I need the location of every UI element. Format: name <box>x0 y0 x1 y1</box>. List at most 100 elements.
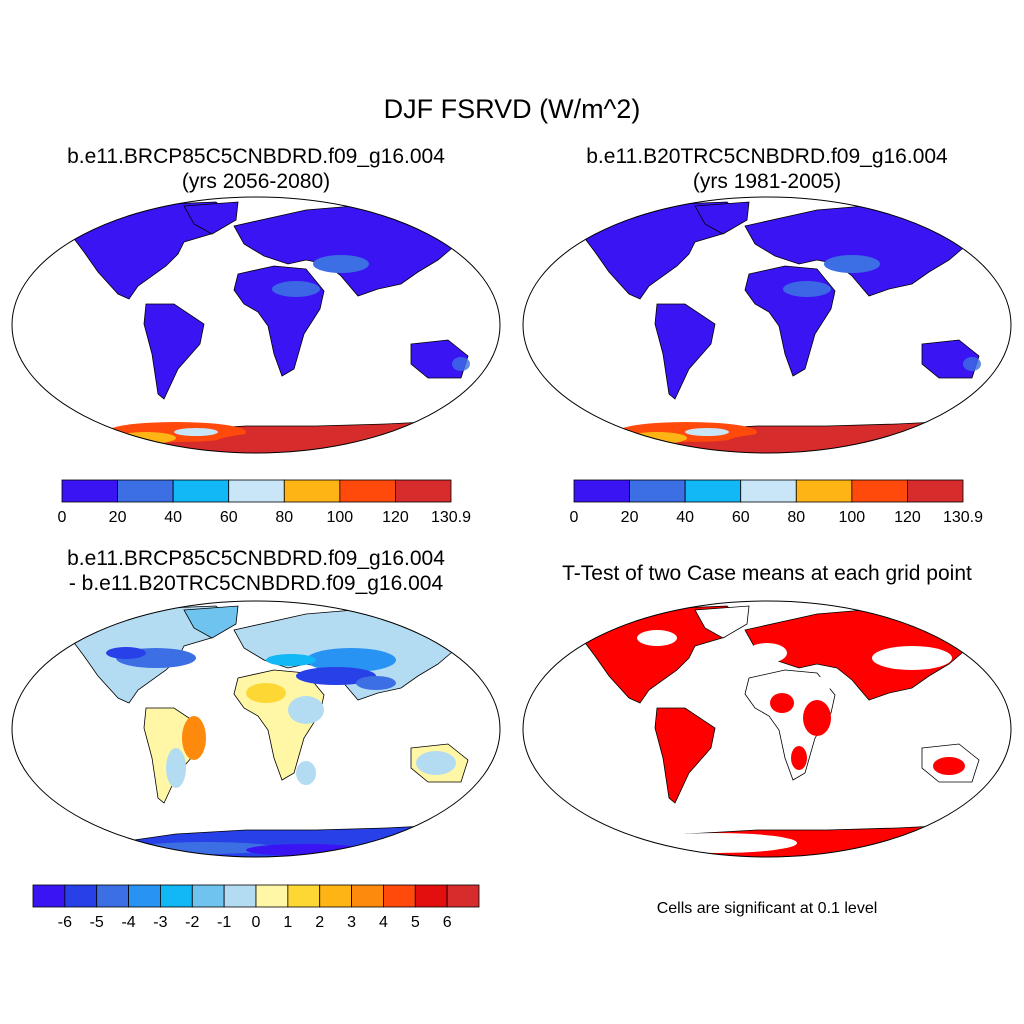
colorbar-swatch <box>740 479 797 503</box>
colorbar-tick-label: 80 <box>787 509 805 526</box>
field-patch <box>216 430 456 453</box>
panel1-title-line1: b.e11.BRCP85C5CNBDRD.f09_g16.004 <box>67 145 445 168</box>
colorbar-swatch <box>172 479 230 503</box>
field-patch <box>246 683 286 703</box>
colorbar-tick-label: 0 <box>58 509 67 526</box>
colorbar-swatch <box>128 884 161 908</box>
continent-africa <box>744 265 836 377</box>
colorbar-swatch <box>191 884 225 908</box>
colorbar-tick-label: 120 <box>894 509 921 526</box>
continent-australia <box>921 339 980 379</box>
panel1-title-line2: (yrs 2056-2080) <box>181 170 331 193</box>
field-patch <box>791 746 807 770</box>
field-patch <box>779 676 835 692</box>
colorbar-swatch <box>684 479 742 503</box>
field-patch <box>637 630 677 646</box>
field-patch <box>933 757 965 775</box>
colorbar-tick-label: 100 <box>839 509 866 526</box>
colorbar-swatch <box>383 884 416 908</box>
colorbar-tick-label: -6 <box>58 914 72 931</box>
colorbar-swatch <box>573 479 630 503</box>
colorbar-tick-label: 130.9 <box>943 509 983 526</box>
continent-greenland <box>694 605 750 639</box>
continent-australia <box>410 339 469 379</box>
colorbar-swatch <box>160 884 193 908</box>
field-patch <box>272 281 320 297</box>
colorbar-swatch <box>414 884 448 908</box>
colorbar-tick-label: 2 <box>315 914 324 931</box>
map-border <box>522 600 1012 858</box>
field-patch <box>313 255 369 273</box>
colorbar-tick-label: 120 <box>382 509 409 526</box>
panel3-title-line2: - b.e11.B20TRC5CNBDRD.f09_g16.004 <box>68 572 444 595</box>
field-patch <box>872 646 952 670</box>
continent-greenland <box>183 201 239 235</box>
colorbar-swatch <box>851 479 908 503</box>
field-patch <box>166 748 186 788</box>
colorbar-swatch <box>228 479 285 503</box>
map-difference <box>11 600 501 858</box>
colorbar-tick-label: 5 <box>411 914 420 931</box>
colorbar-case2: 0 20 40 60 80 100 120 130.9 <box>570 479 983 526</box>
colorbar-tick-label: -2 <box>185 914 199 931</box>
significance-note: Cells are significant at 0.1 level <box>656 900 878 917</box>
colorbar-tick-label: 3 <box>347 914 356 931</box>
colorbar-tick-label: -5 <box>90 914 104 931</box>
map-border <box>11 600 501 858</box>
continent-africa <box>233 265 325 377</box>
continent-samerica <box>654 303 716 400</box>
field-patch <box>963 357 981 371</box>
continent-namerica <box>571 605 743 704</box>
field-patch <box>106 647 146 659</box>
colorbar-swatch <box>629 479 686 503</box>
colorbar-tick-label: 60 <box>732 509 750 526</box>
map-case1 <box>11 196 501 454</box>
field-patch <box>296 667 376 685</box>
colorbar-tick-label: 1 <box>283 914 292 931</box>
colorbar-swatch <box>32 884 66 908</box>
colorbar-swatch <box>287 884 321 908</box>
field-patch <box>101 843 151 853</box>
field-patch <box>116 432 176 444</box>
colorbar-swatch <box>795 479 853 503</box>
colorbar-tick-label: 60 <box>220 509 238 526</box>
map-border <box>11 196 501 454</box>
colorbar-tick-label: 130.9 <box>431 509 471 526</box>
continent-namerica <box>60 201 232 300</box>
colorbar-tick-label: 40 <box>676 509 694 526</box>
field-patch <box>747 643 787 663</box>
colorbar-swatch <box>351 884 384 908</box>
colorbar-swatch <box>283 479 341 503</box>
colorbar-tick-label: -3 <box>153 914 167 931</box>
colorbar-tick-label: 4 <box>379 914 388 931</box>
colorbar-tick-label: 0 <box>252 914 261 931</box>
field-patch <box>727 430 967 453</box>
continent-africa <box>744 669 836 781</box>
colorbar-swatch <box>96 884 129 908</box>
continent-greenland <box>183 605 239 639</box>
continent-samerica <box>654 707 716 804</box>
field-patch <box>266 654 316 666</box>
map-border <box>522 196 1012 454</box>
field-patch <box>824 255 880 273</box>
colorbar-tick-label: 6 <box>443 914 452 931</box>
panel4-title: T-Test of two Case means at each grid po… <box>562 562 972 585</box>
field-patch <box>637 833 797 853</box>
field-patch <box>770 693 794 713</box>
colorbar-case1: 0 20 40 60 80 100 120 130.9 <box>58 479 471 526</box>
continent-greenland <box>694 201 750 235</box>
field-patch <box>685 428 729 436</box>
colorbar-tick-label: 40 <box>164 509 182 526</box>
field-patch <box>174 428 218 436</box>
colorbar-tick-label: -4 <box>121 914 135 931</box>
colorbar-difference: -6 -5 -4 -3 -2 -1 0 1 2 3 4 5 6 <box>32 884 480 931</box>
field-patch <box>306 648 396 672</box>
field-patch <box>296 761 316 785</box>
colorbar-swatch <box>61 479 118 503</box>
panel3-title-line1: b.e11.BRCP85C5CNBDRD.f09_g16.004 <box>67 547 445 570</box>
field-patch <box>356 676 396 690</box>
figure-title: DJF FSRVD (W/m^2) <box>383 94 641 124</box>
colorbar-swatch <box>907 479 964 503</box>
colorbar-swatch <box>255 884 289 908</box>
continent-samerica <box>143 303 205 400</box>
